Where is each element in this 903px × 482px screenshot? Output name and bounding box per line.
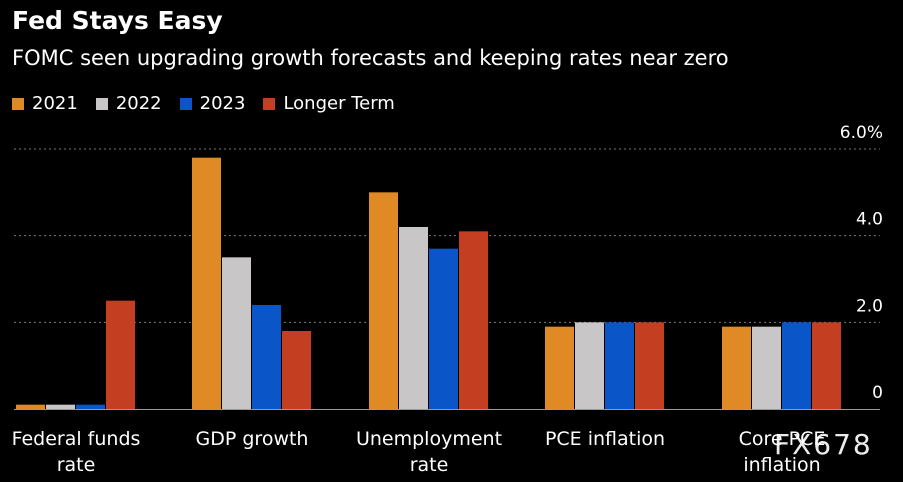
legend-swatch (263, 97, 276, 110)
bar-2022-1 (222, 257, 251, 409)
x-category-label: Unemployment (356, 428, 502, 450)
bar-2023-2 (429, 248, 458, 409)
chart-title: Fed Stays Easy (12, 6, 223, 35)
y-tick-label: 6.0% (840, 123, 883, 143)
bar-2023-4 (782, 322, 811, 409)
legend-label: 2023 (199, 93, 246, 114)
bar-longer-term-1 (282, 331, 311, 409)
bar-2023-1 (252, 305, 281, 409)
y-tick-label: 4.0 (856, 210, 883, 230)
bar-2022-0 (46, 404, 75, 409)
y-tick-label: 2.0 (856, 296, 883, 316)
x-category-label: GDP growth (196, 428, 309, 450)
bar-2022-4 (752, 326, 781, 409)
chart-subtitle: FOMC seen upgrading growth forecasts and… (12, 46, 729, 70)
bar-longer-term-3 (635, 322, 664, 409)
legend-item-2023: 2023 (179, 93, 246, 114)
bar-2023-0 (76, 404, 105, 409)
x-category-label: PCE inflation (545, 428, 665, 450)
bar-2021-2 (369, 192, 398, 409)
bar-2021-4 (722, 326, 751, 409)
legend-swatch (95, 97, 108, 110)
legend-label: Longer Term (283, 93, 395, 114)
bar-2021-1 (192, 157, 221, 409)
bar-longer-term-4 (812, 322, 841, 409)
x-category-label: Federal funds (12, 428, 141, 450)
bar-longer-term-2 (459, 231, 488, 409)
legend-swatch (179, 97, 192, 110)
x-category-label: Core PCE (739, 428, 826, 450)
x-category-label: inflation (743, 454, 820, 476)
bar-2022-3 (575, 322, 604, 409)
watermark-text: FX678 (774, 428, 873, 461)
bar-2022-2 (399, 227, 428, 409)
x-category-label: rate (57, 454, 96, 476)
y-tick-label: 0 (872, 383, 883, 403)
legend-swatch (12, 97, 24, 110)
bar-2021-3 (545, 326, 574, 409)
legend-label: 2022 (115, 93, 162, 114)
legend-label: 2021 (32, 93, 78, 114)
legend-item-2021: 2021 (12, 93, 78, 114)
bar-longer-term-0 (106, 300, 135, 409)
bar-2021-0 (16, 404, 45, 409)
legend-item-2022: 2022 (95, 93, 162, 114)
legend-item-longer-term: Longer Term (263, 93, 395, 114)
chart-legend: 2021 2022 2023 Longer Term (12, 93, 413, 114)
bar-2023-3 (605, 322, 634, 409)
x-category-label: rate (410, 454, 449, 476)
